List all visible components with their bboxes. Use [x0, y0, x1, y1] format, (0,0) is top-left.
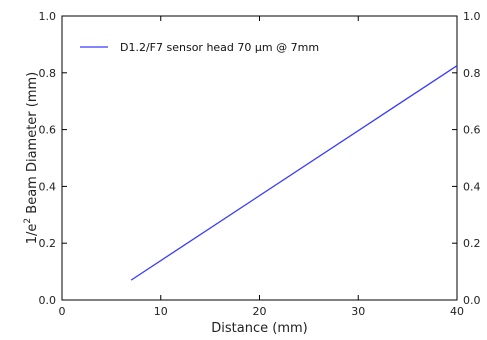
y-axis-title-prefix: 1/e: [25, 224, 40, 245]
y-tick-label-right: 1.0: [463, 10, 481, 23]
y-axis-title-superscript: 2: [23, 218, 33, 224]
y-tick-label-right: 0.6: [463, 124, 481, 137]
y-tick-label-left: 0.2: [39, 237, 57, 250]
legend-entry-label: D1.2/F7 sensor head 70 μm @ 7mm: [120, 41, 319, 54]
y-tick-label-left: 0.6: [39, 124, 57, 137]
y-tick-label-right: 0.8: [463, 67, 481, 80]
y-tick-label-right: 0.2: [463, 237, 481, 250]
y-tick-label-right: 0.4: [463, 180, 481, 193]
x-axis-title: Distance (mm): [211, 321, 307, 336]
y-tick-label-left: 1.0: [39, 10, 57, 23]
y-axis-title: 1/e2 Beam Diameter (mm): [23, 72, 40, 245]
series-line: [130, 65, 458, 281]
y-axis-title-suffix: Beam Diameter (mm): [25, 72, 40, 218]
y-tick-label-right: 0.0: [463, 294, 481, 307]
x-tick-label: 10: [154, 305, 168, 318]
y-tick-label-left: 0.0: [39, 294, 57, 307]
series-layer: [130, 65, 458, 281]
y-tick-label-left: 0.4: [39, 180, 57, 193]
x-tick-label: 0: [59, 305, 66, 318]
legend: D1.2/F7 sensor head 70 μm @ 7mm: [80, 41, 319, 54]
y-tick-label-left: 0.8: [39, 67, 57, 80]
x-tick-label: 30: [351, 305, 365, 318]
axis-tick-labels: 0 10 20 30 400.0 0.00.2 0.20.4 0.40.6 0.60.8 0.81…: [39, 10, 481, 318]
axis-ticks: [61, 15, 458, 301]
x-tick-label: 20: [253, 305, 267, 318]
plot-frame: [61, 15, 458, 301]
x-tick-label: 40: [450, 305, 464, 318]
